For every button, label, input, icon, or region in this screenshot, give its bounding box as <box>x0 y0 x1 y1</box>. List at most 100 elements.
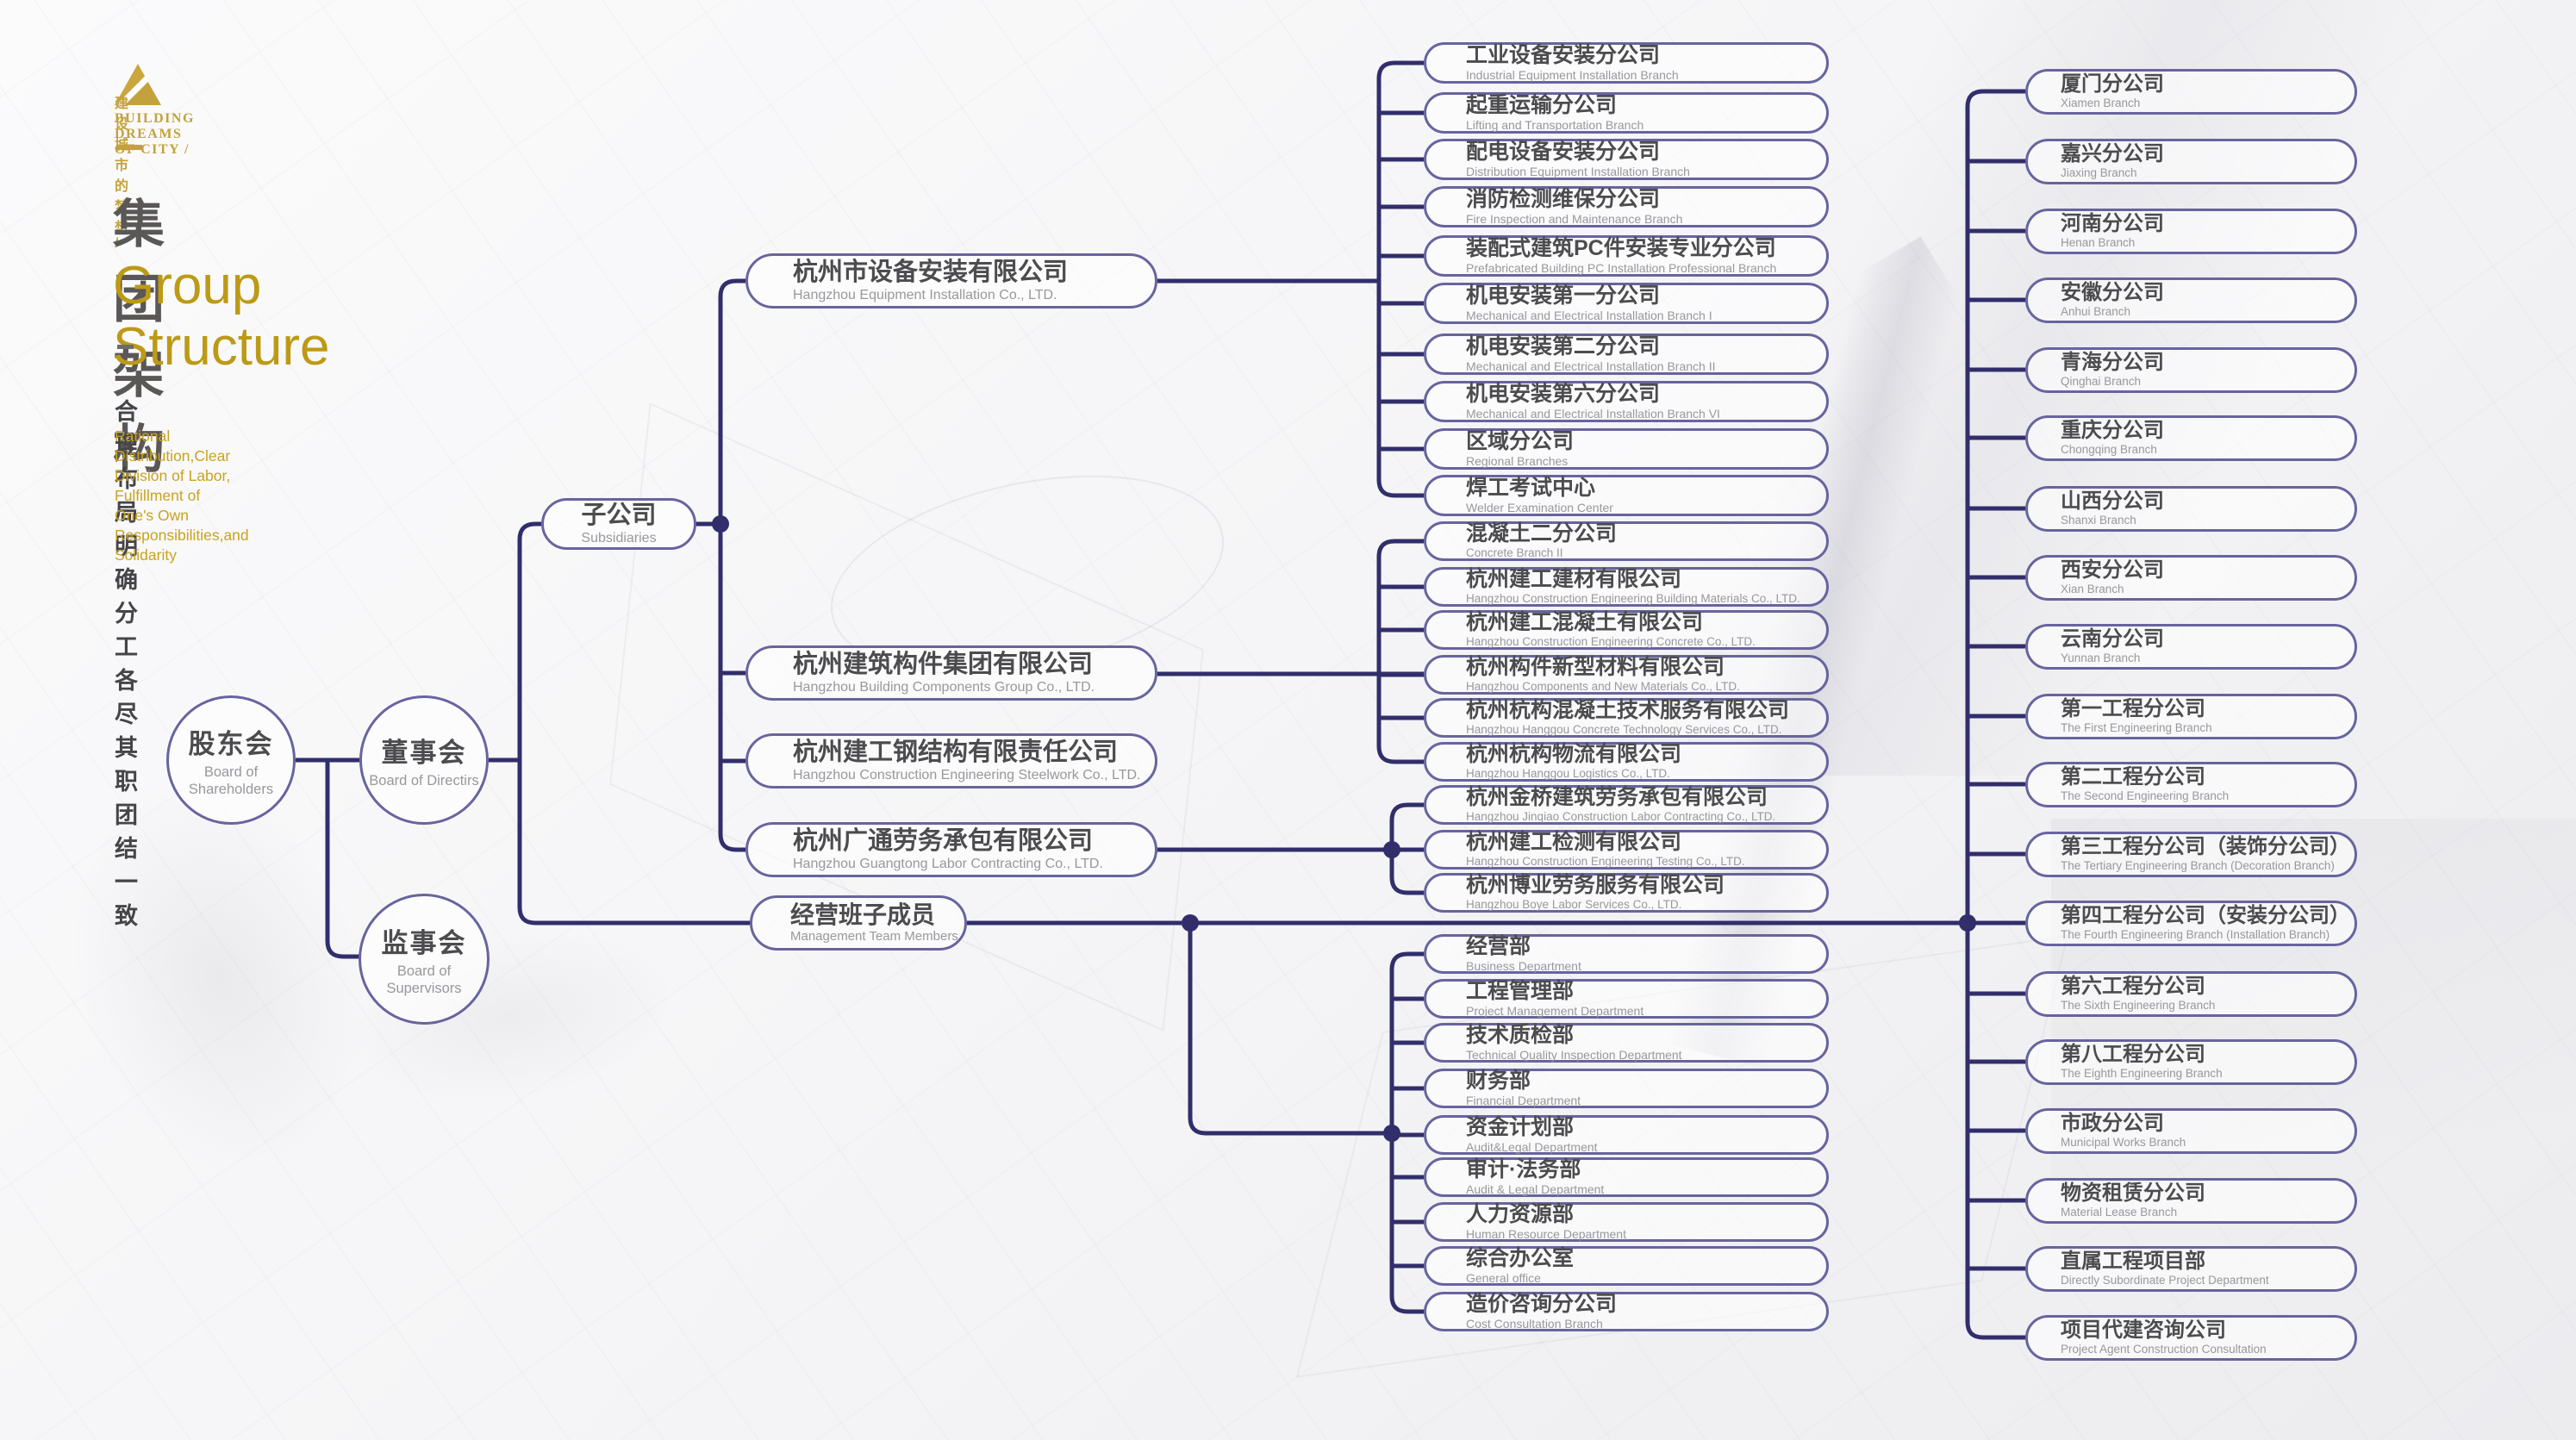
org-node-components-4: 杭州杭构混凝土技术服务有限公司 Hangzhou Hanggou Concrete… <box>1424 698 1829 738</box>
node-label-en: Hangzhou Construction Engineering Testin… <box>1466 854 1745 868</box>
org-circle-shareholders: 股东会 Board of Shareholders <box>166 695 296 825</box>
node-label-zh: 第八工程分公司 <box>2061 1043 2205 1067</box>
node-label-zh: 第一工程分公司 <box>2061 697 2205 721</box>
node-label-zh: 区域分公司 <box>1466 429 1575 454</box>
org-node-regional-2: 河南分公司 Henan Branch <box>2025 209 2357 254</box>
node-label-zh: 河南分公司 <box>2061 212 2164 236</box>
org-node-department-4: 资金计划部 Audit&Legal Department <box>1424 1115 1829 1155</box>
org-node-department-3: 财务部 Financial Department <box>1424 1069 1829 1108</box>
node-label-zh: 技术质检部 <box>1466 1023 1575 1048</box>
node-label-en: Regional Branches <box>1466 453 1569 468</box>
node-label-en: Human Resource Department <box>1466 1226 1626 1241</box>
node-label-en: Distribution Equipment Installation Bran… <box>1466 164 1690 178</box>
node-label-zh: 西安分公司 <box>2061 558 2164 583</box>
node-label-en: Audit&Legal Department <box>1466 1139 1598 1154</box>
node-label-en: Hangzhou Components and New Materials Co… <box>1466 679 1740 693</box>
node-label-zh: 嘉兴分公司 <box>2061 142 2164 166</box>
node-label-zh: 工业设备安装分公司 <box>1466 43 1661 68</box>
org-node-regional-13: 第六工程分公司 The Sixth Engineering Branch <box>2025 971 2357 1017</box>
org-node-regional-16: 物资租赁分公司 Material Lease Branch <box>2025 1178 2357 1224</box>
org-node-installation-2: 配电设备安装分公司 Distribution Equipment Installa… <box>1424 139 1829 180</box>
org-circle-directors: 董事会 Board of Directirs <box>359 695 489 825</box>
node-label-en: Technical Quality Inspection Department <box>1466 1047 1682 1062</box>
org-node-regional-11: 第三工程分公司（装饰分公司） The Tertiary Engineering B… <box>2025 832 2357 877</box>
node-label-en: Mechanical and Electrical Installation B… <box>1466 406 1720 421</box>
node-label-en: The Second Engineering Branch <box>2061 789 2230 802</box>
node-label-en: Subsidiaries <box>581 530 657 545</box>
node-label-zh: 装配式建筑PC件安装专业分公司 <box>1466 236 1776 261</box>
org-node-department-2: 技术质检部 Technical Quality Inspection Depart… <box>1424 1023 1829 1063</box>
org-node-department-0: 经营部 Business Department <box>1424 934 1829 974</box>
node-label-zh: 第六工程分公司 <box>2061 975 2205 999</box>
logo-slogan-en: BUILDING DREAMS OF CITY / <box>115 111 195 157</box>
node-label-zh: 资金计划部 <box>1466 1115 1575 1140</box>
org-node-regional-1: 嘉兴分公司 Jiaxing Branch <box>2025 139 2357 184</box>
node-label-en: Hangzhou Jinqiao Construction Labor Cont… <box>1466 809 1776 823</box>
node-label-en: Industrial Equipment Installation Branch <box>1466 67 1679 82</box>
node-label-zh: 杭州市设备安装有限公司 <box>793 258 1069 286</box>
node-label-en: Welder Examination Center <box>1466 500 1613 514</box>
node-label-zh: 监事会 <box>381 927 467 958</box>
node-label-en: The Eighth Engineering Branch <box>2061 1066 2223 1080</box>
node-label-zh: 经营班子成员 <box>790 901 936 928</box>
org-node-installation-4: 装配式建筑PC件安装专业分公司 Prefabricated Building PC… <box>1424 235 1829 277</box>
org-node-department-6: 人力资源部 Human Resource Department <box>1424 1202 1829 1242</box>
node-label-en: Management Team Members <box>790 928 958 944</box>
org-node-installation-9: 焊工考试中心 Welder Examination Center <box>1424 475 1829 516</box>
node-label-zh: 子公司 <box>581 501 657 529</box>
org-node-department-8: 造价咨询分公司 Cost Consultation Branch <box>1424 1292 1829 1331</box>
node-label-zh: 直属工程项目部 <box>2061 1250 2205 1274</box>
org-node-components-2: 杭州建工混凝土有限公司 Hangzhou Construction Enginee… <box>1424 610 1829 650</box>
node-label-en: Hangzhou Hanggou Concrete Technology Ser… <box>1466 722 1782 736</box>
node-label-en: Hangzhou Construction Engineering Concre… <box>1466 634 1756 648</box>
org-node-regional-8: 云南分公司 Yunnan Branch <box>2025 624 2357 670</box>
node-label-en: The Tertiary Engineering Branch (Decorat… <box>2061 858 2335 872</box>
org-node-components-3: 杭州构件新型材料有限公司 Hangzhou Components and New … <box>1424 655 1829 695</box>
node-label-zh: 安徽分公司 <box>2061 281 2164 305</box>
org-node-components-5: 杭州杭构物流有限公司 Hangzhou Hanggou Logistics Co.… <box>1424 742 1829 782</box>
slogan-en: Rational Distribution,Clear Division of … <box>115 427 249 565</box>
node-label-zh: 杭州广通劳务承包有限公司 <box>793 826 1094 855</box>
node-label-zh: 机电安装第一分公司 <box>1466 284 1661 309</box>
node-label-zh: 经营部 <box>1466 934 1531 959</box>
node-label-en: Material Lease Branch <box>2061 1205 2178 1219</box>
node-label-en: Xian Branch <box>2061 582 2124 595</box>
node-label-zh: 杭州建工建材有限公司 <box>1466 567 1682 592</box>
org-circle-supervisors: 监事会 Board of Supervisors <box>359 894 490 1025</box>
org-node-regional-17: 直属工程项目部 Directly Subordinate Project Depa… <box>2025 1246 2357 1292</box>
org-node-regional-15: 市政分公司 Municipal Works Branch <box>2025 1108 2357 1154</box>
org-node-regional-5: 重庆分公司 Chongqing Branch <box>2025 415 2357 461</box>
node-label-en: Henan Branch <box>2061 235 2136 249</box>
org-node-installation-3: 消防检测维保分公司 Fire Inspection and Maintenance… <box>1424 186 1829 228</box>
node-label-zh: 杭州建工混凝土有限公司 <box>1466 610 1704 635</box>
node-label-zh: 第三工程分公司（装饰分公司） <box>2061 835 2350 859</box>
page-title-en: Group Structure <box>113 256 330 377</box>
node-label-en: Anhui Branch <box>2061 304 2131 318</box>
node-label-en: Hangzhou Construction Engineering Steelw… <box>793 767 1141 782</box>
org-node-installation-8: 区域分公司 Regional Branches <box>1424 428 1829 470</box>
org-node-components-0: 混凝土二分公司 Concrete Branch II <box>1424 521 1829 561</box>
node-label-zh: 项目代建咨询公司 <box>2061 1318 2226 1343</box>
node-label-zh: 财务部 <box>1466 1069 1531 1094</box>
node-label-en: Financial Department <box>1466 1093 1581 1107</box>
node-label-en: Yunnan Branch <box>2061 651 2141 664</box>
node-label-zh: 第四工程分公司（安装分公司） <box>2061 904 2350 928</box>
node-label-zh: 杭州杭构物流有限公司 <box>1466 742 1682 767</box>
org-node-regional-0: 厦门分公司 Xiamen Branch <box>2025 69 2357 115</box>
node-label-en: Lifting and Transportation Branch <box>1466 117 1644 132</box>
org-node-labor-2: 杭州博业劳务服务有限公司 Hangzhou Boye Labor Services… <box>1424 873 1829 913</box>
node-label-en: Hangzhou Hanggou Logistics Co., LTD. <box>1466 766 1670 780</box>
node-label-zh: 物资租赁分公司 <box>2061 1181 2205 1206</box>
org-node-installation-0: 工业设备安装分公司 Industrial Equipment Installati… <box>1424 42 1829 84</box>
node-label-zh: 杭州金桥建筑劳务承包有限公司 <box>1466 785 1768 810</box>
node-label-en: The First Engineering Branch <box>2061 720 2212 734</box>
org-node-installation-1: 起重运输分公司 Lifting and Transportation Branch <box>1424 92 1829 134</box>
node-label-zh: 消防检测维保分公司 <box>1466 187 1661 212</box>
page-title-zh: 集团架构 <box>113 196 166 478</box>
node-label-zh: 杭州建筑构件集团有限公司 <box>793 650 1094 678</box>
org-node-regional-18: 项目代建咨询公司 Project Agent Construction Consu… <box>2025 1315 2357 1361</box>
gold-divider <box>116 145 142 150</box>
org-node-regional-6: 山西分公司 Shanxi Branch <box>2025 486 2357 532</box>
node-label-en: Business Department <box>1466 958 1581 973</box>
